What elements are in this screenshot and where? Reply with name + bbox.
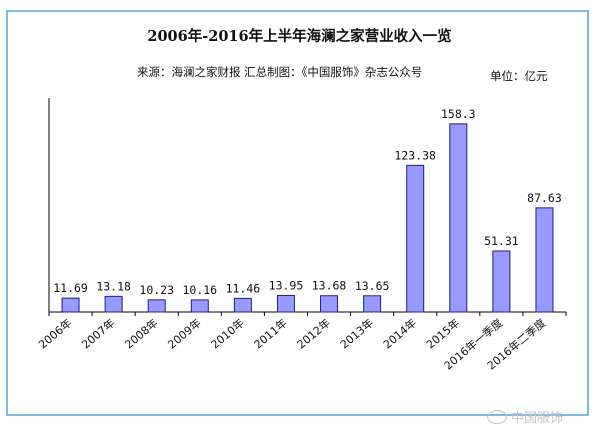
chart-title: 2006年-2016年上半年海澜之家营业收入一览: [147, 28, 452, 45]
value-labels: 11.69 13.18 10.23 10.16 11.46 13.95 13.68 13.65…: [53, 107, 562, 297]
watermark-text: 中国服饰: [511, 411, 564, 426]
bar: [61, 297, 80, 313]
category-tick-label: 2008年: [122, 316, 161, 352]
category-tick-label: 2015年: [423, 316, 462, 352]
category-tick-label: 2007年: [79, 316, 118, 352]
bar: [406, 164, 425, 313]
data-label: 51.31: [484, 234, 519, 248]
data-label: 11.69: [53, 281, 88, 295]
bar: [233, 297, 252, 313]
bar: [104, 295, 123, 313]
data-label: 13.95: [269, 278, 304, 292]
bar: [190, 299, 209, 313]
bar: [320, 295, 339, 313]
data-label: 158.3: [441, 107, 476, 121]
category-tick-label: 2010年: [208, 316, 247, 352]
bar: [147, 299, 166, 313]
category-tick-label: 2011年: [251, 316, 290, 352]
chart-unit: 单位：亿元: [490, 69, 548, 83]
category-tick-label: 2006年: [36, 316, 75, 352]
data-label: 13.65: [355, 279, 390, 293]
data-label: 10.23: [139, 283, 174, 297]
data-label: 10.16: [182, 283, 217, 297]
data-label: 11.46: [226, 281, 261, 295]
watermark: 中国服饰: [487, 407, 563, 426]
data-label: 87.63: [527, 191, 562, 205]
category-tick-label: 2009年: [165, 316, 204, 352]
bars: [61, 123, 554, 313]
category-tick-label: 2014年: [380, 316, 419, 352]
bar: [449, 123, 468, 313]
bar: [276, 294, 295, 313]
category-tick-label: 2013年: [337, 316, 376, 352]
data-label: 123.38: [394, 148, 436, 162]
chart-axes: [48, 98, 567, 316]
bar: [535, 207, 554, 313]
chart-subtitle: 来源：海澜之家财报 汇总制图：《中国服饰》杂志公众号: [137, 65, 423, 79]
data-label: 13.68: [312, 279, 347, 293]
bar: [363, 295, 382, 313]
chart-frame: [6, 10, 589, 416]
data-label: 13.18: [96, 279, 131, 293]
wechat-icon: [487, 410, 507, 424]
bar: [492, 250, 511, 313]
category-labels: 2006年 2007年 2008年 2009年 2010年 2011年 2012年 2013年…: [36, 316, 549, 373]
category-tick-label: 2012年: [294, 316, 333, 352]
